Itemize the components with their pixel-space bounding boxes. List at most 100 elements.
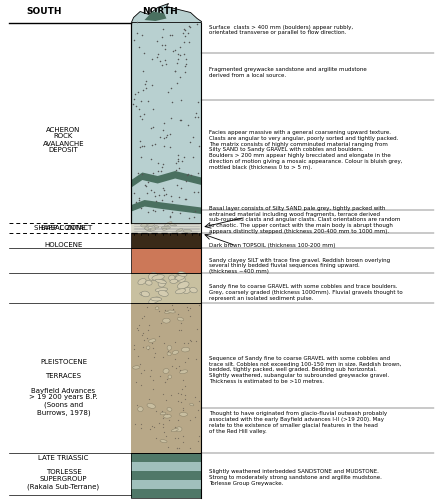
Point (180, 432, 187, 440)
Point (160, 423, 167, 431)
Point (140, 312, 147, 320)
Ellipse shape (183, 230, 192, 232)
Point (193, 325, 200, 333)
Point (155, 308, 162, 316)
Ellipse shape (176, 427, 182, 432)
Point (196, 301, 203, 309)
Bar (131, 462, 201, 470)
Point (150, 106, 157, 114)
Point (159, 390, 166, 398)
Point (177, 73, 184, 81)
Point (159, 164, 166, 172)
Point (174, 388, 181, 396)
Point (131, 345, 138, 353)
Point (171, 434, 178, 442)
Point (174, 310, 181, 318)
Ellipse shape (164, 222, 172, 226)
Point (185, 29, 192, 37)
Ellipse shape (168, 375, 172, 378)
Point (142, 84, 149, 92)
Point (149, 170, 156, 177)
Ellipse shape (165, 311, 172, 314)
Point (136, 106, 143, 114)
Bar (131, 302, 201, 452)
Point (176, 366, 183, 374)
Point (159, 414, 166, 422)
Point (191, 188, 198, 196)
Ellipse shape (176, 288, 186, 294)
Point (163, 132, 170, 140)
Point (178, 386, 185, 394)
Point (168, 192, 175, 200)
Point (182, 60, 189, 68)
Point (135, 322, 142, 330)
Point (187, 23, 194, 31)
Point (185, 340, 192, 347)
Point (147, 426, 154, 434)
Point (169, 304, 176, 312)
Point (137, 380, 144, 388)
Point (138, 96, 145, 104)
Point (190, 154, 197, 162)
Point (131, 90, 138, 98)
Point (194, 98, 201, 106)
Point (181, 25, 188, 33)
Point (177, 184, 184, 192)
Bar (131, 452, 201, 462)
Point (168, 31, 175, 39)
Point (145, 208, 152, 216)
Ellipse shape (163, 368, 169, 374)
Point (187, 304, 194, 312)
Point (173, 444, 180, 452)
Ellipse shape (160, 412, 166, 415)
Point (161, 339, 168, 347)
Point (139, 86, 146, 94)
Point (174, 50, 181, 58)
Ellipse shape (161, 226, 170, 229)
Point (194, 406, 201, 414)
Point (195, 142, 202, 150)
Point (180, 153, 187, 161)
Ellipse shape (141, 224, 147, 227)
Point (154, 50, 161, 58)
Point (132, 420, 139, 428)
Bar (131, 232, 201, 248)
Ellipse shape (148, 339, 156, 342)
Point (143, 334, 150, 342)
Point (162, 190, 170, 198)
Ellipse shape (148, 223, 155, 226)
Point (176, 210, 183, 218)
Point (174, 79, 181, 87)
Point (192, 110, 199, 118)
Ellipse shape (163, 414, 171, 418)
Polygon shape (131, 171, 201, 188)
Point (140, 336, 147, 344)
Point (179, 404, 186, 412)
Point (136, 112, 143, 120)
Point (192, 354, 199, 362)
Point (159, 420, 166, 428)
Point (169, 208, 176, 216)
Point (187, 170, 194, 178)
Point (168, 114, 175, 122)
Point (138, 370, 145, 378)
Point (185, 22, 192, 30)
Bar (131, 480, 201, 488)
Point (178, 158, 185, 166)
Ellipse shape (151, 297, 162, 301)
Point (143, 182, 150, 190)
Point (155, 419, 162, 427)
Point (148, 140, 155, 148)
Point (161, 142, 168, 150)
Point (152, 140, 159, 147)
Point (186, 444, 193, 452)
Point (145, 395, 152, 403)
Point (133, 30, 140, 38)
Point (131, 95, 138, 103)
Point (186, 416, 193, 424)
Ellipse shape (181, 348, 190, 352)
Point (162, 56, 169, 64)
Point (181, 394, 188, 402)
Point (164, 88, 171, 96)
Ellipse shape (168, 224, 177, 226)
